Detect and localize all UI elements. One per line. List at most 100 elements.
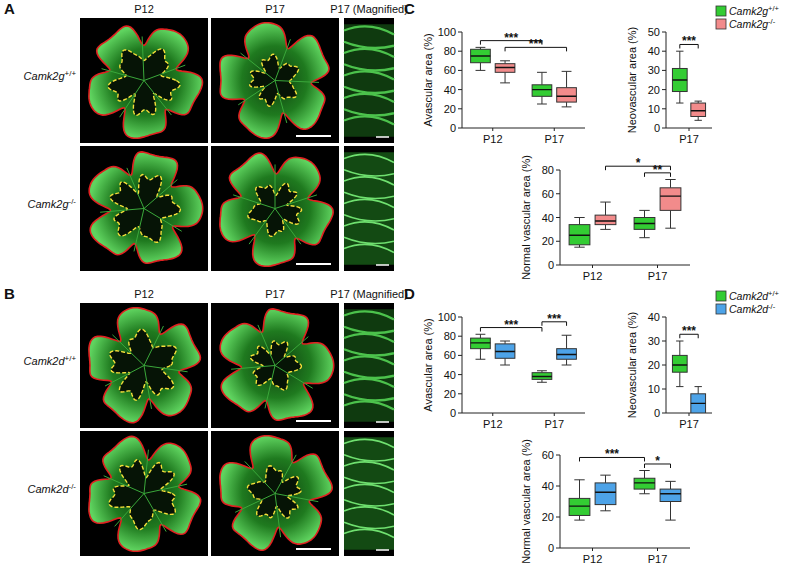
- whisker-lower: [698, 116, 699, 120]
- y-tick-label: 0: [548, 542, 554, 554]
- x-axis-line: [560, 548, 690, 549]
- row-label: Camk2g-/-: [28, 197, 77, 211]
- scale-bar: [296, 548, 331, 550]
- whisker-lower: [541, 96, 542, 104]
- vessel: [144, 366, 188, 372]
- row-label: Camk2g+/+: [24, 69, 77, 83]
- box: [495, 64, 515, 73]
- box-chart: 01020304050P17Neovascular area (%)***Cam…: [626, 4, 780, 146]
- y-tick: [662, 51, 666, 52]
- vessel: [134, 209, 144, 252]
- vessel: [344, 237, 394, 243]
- median: [595, 220, 616, 221]
- whisker-lower: [679, 92, 680, 104]
- whisker-lower: [579, 515, 580, 520]
- y-tick-label: 60: [444, 64, 456, 76]
- y-tick: [458, 70, 462, 71]
- marks: [569, 180, 681, 248]
- median: [660, 195, 681, 196]
- y-tick-label: 80: [444, 45, 456, 57]
- median: [672, 79, 687, 80]
- vessel: [344, 334, 394, 342]
- image-background: [211, 18, 339, 143]
- y-axis-line: [666, 32, 667, 128]
- y-tick-label: 0: [450, 122, 456, 134]
- box: [672, 68, 687, 91]
- row-label: Camk2d+/+: [24, 354, 77, 368]
- vessel: [275, 337, 308, 366]
- box: [660, 188, 681, 211]
- y-tick-label: 100: [438, 311, 456, 323]
- marks: [569, 471, 681, 521]
- gene-name: Camk2g: [28, 198, 70, 210]
- whisker-cap: [476, 334, 486, 335]
- y-tick-label: 30: [648, 64, 660, 76]
- box: [691, 394, 706, 413]
- box: [471, 49, 491, 62]
- vessel: [275, 195, 317, 209]
- median: [569, 235, 590, 236]
- y-tick: [662, 365, 666, 366]
- avascular-outline: [250, 341, 301, 390]
- vessel: [344, 170, 394, 176]
- box: [634, 478, 655, 489]
- whisker-cap: [500, 365, 510, 366]
- row-label: Camk2d-/-: [28, 482, 77, 496]
- y-axis-line: [462, 32, 463, 128]
- box-chart: 020406080P12P17Normal vascular area (%)*…: [520, 155, 690, 282]
- image-panel: P12P17P17 (Magnified)Camk2d+/+Camk2d-/-: [24, 288, 408, 556]
- median: [471, 342, 491, 343]
- y-axis-label: Normal vascular area (%): [520, 439, 532, 564]
- vessel: [258, 325, 275, 366]
- scale-bar: [376, 264, 389, 266]
- legend-label: Camk2g+/+: [729, 4, 780, 18]
- column-header: P12: [134, 288, 154, 300]
- significance-label: ***: [682, 34, 696, 48]
- scale-bar: [296, 263, 331, 265]
- x-tick: [592, 265, 593, 268]
- whisker-cap: [500, 82, 510, 83]
- box: [595, 483, 616, 505]
- whisker-cap: [665, 179, 675, 180]
- gene-name: Camk2d: [729, 303, 769, 315]
- legend-label: Camk2d-/-: [729, 302, 776, 316]
- y-tick: [458, 32, 462, 33]
- whisker-cap: [676, 103, 683, 104]
- image-background: [344, 431, 394, 556]
- median: [532, 376, 552, 377]
- whisker-upper: [679, 51, 680, 68]
- box-chart: 010203040P17Neovascular area (%)***Camk2…: [626, 289, 780, 431]
- vessel: [275, 81, 287, 123]
- y-tick: [556, 170, 560, 171]
- scale-bar: [376, 136, 389, 138]
- scale-bar: [376, 421, 389, 423]
- vessel: [344, 154, 394, 162]
- box: [532, 85, 552, 97]
- whisker-cap: [665, 228, 675, 229]
- column-header: P17 (Magnified): [330, 3, 408, 15]
- marks: [672, 51, 705, 120]
- vessel: [144, 366, 151, 409]
- y-tick-label: 40: [648, 311, 660, 323]
- whisker-cap: [562, 106, 572, 107]
- genotype: +/+: [768, 289, 780, 298]
- vessel: [112, 335, 144, 366]
- box: [532, 373, 552, 380]
- vessel: [115, 494, 144, 527]
- vessel: [144, 209, 182, 232]
- box-chart: 020406080100P12P17Avascular area (%)****…: [422, 311, 585, 430]
- y-tick: [556, 217, 560, 218]
- whisker-upper: [566, 335, 567, 348]
- vessel: [245, 461, 275, 493]
- vessel: [344, 455, 394, 461]
- y-tick: [458, 374, 462, 375]
- vessel: [344, 356, 394, 364]
- whisker-cap: [639, 210, 649, 211]
- whisker-upper: [566, 71, 567, 87]
- vessel: [344, 311, 394, 319]
- box: [660, 489, 681, 501]
- image-background: [344, 18, 394, 143]
- significance-label: ***: [504, 31, 518, 45]
- vessel: [238, 81, 275, 105]
- x-tick-label: P12: [483, 418, 503, 430]
